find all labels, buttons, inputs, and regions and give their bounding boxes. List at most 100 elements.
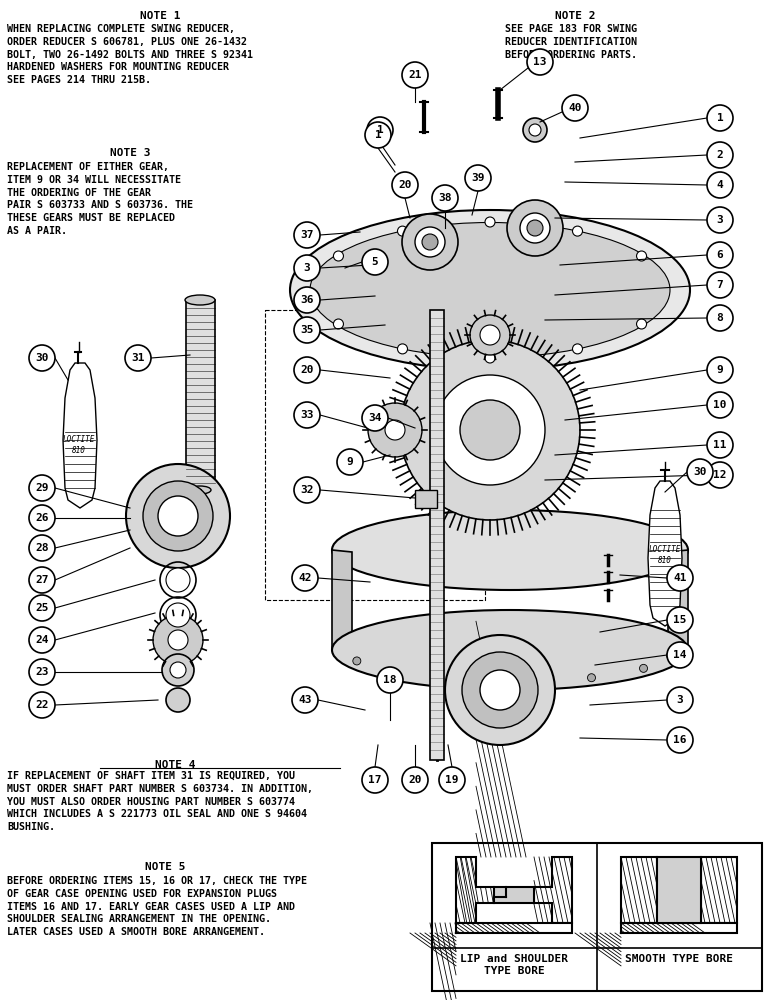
Circle shape xyxy=(166,568,190,592)
Ellipse shape xyxy=(310,223,670,358)
Text: 21: 21 xyxy=(408,70,422,80)
Text: 12: 12 xyxy=(713,470,726,480)
Text: NOTE 1: NOTE 1 xyxy=(140,11,180,21)
Text: 4: 4 xyxy=(716,180,723,190)
Circle shape xyxy=(162,654,194,686)
Text: 23: 23 xyxy=(36,667,49,677)
Circle shape xyxy=(294,255,320,281)
Text: NOTE 4: NOTE 4 xyxy=(154,760,195,770)
Polygon shape xyxy=(332,550,352,655)
Polygon shape xyxy=(668,550,688,655)
Text: 1: 1 xyxy=(374,130,381,140)
Circle shape xyxy=(462,652,538,728)
Circle shape xyxy=(168,630,188,650)
Polygon shape xyxy=(430,310,444,760)
Text: 22: 22 xyxy=(36,700,49,710)
Text: 30: 30 xyxy=(693,467,706,477)
Text: 25: 25 xyxy=(36,603,49,613)
Polygon shape xyxy=(701,857,737,923)
Text: 1: 1 xyxy=(716,113,723,123)
Circle shape xyxy=(29,567,55,593)
Text: 40: 40 xyxy=(568,103,582,113)
Circle shape xyxy=(29,659,55,685)
Circle shape xyxy=(666,652,675,660)
Circle shape xyxy=(707,357,733,383)
Circle shape xyxy=(480,325,500,345)
Circle shape xyxy=(402,767,428,793)
Text: 3: 3 xyxy=(716,215,723,225)
Circle shape xyxy=(126,464,230,568)
Ellipse shape xyxy=(185,295,215,305)
Text: 41: 41 xyxy=(673,573,687,583)
Circle shape xyxy=(707,272,733,298)
Circle shape xyxy=(294,317,320,343)
Circle shape xyxy=(368,403,422,457)
Circle shape xyxy=(402,214,458,270)
Circle shape xyxy=(391,669,399,677)
Circle shape xyxy=(353,657,361,665)
Polygon shape xyxy=(494,887,534,903)
Text: LOCTITE
810: LOCTITE 810 xyxy=(648,545,681,565)
Text: 31: 31 xyxy=(131,353,144,363)
Text: 43: 43 xyxy=(298,695,312,705)
Circle shape xyxy=(707,432,733,458)
Text: 38: 38 xyxy=(438,193,452,203)
Circle shape xyxy=(29,692,55,718)
Circle shape xyxy=(377,667,403,693)
Circle shape xyxy=(294,402,320,428)
Text: NOTE 5: NOTE 5 xyxy=(144,862,185,872)
Circle shape xyxy=(432,185,458,211)
Text: 39: 39 xyxy=(471,173,485,183)
Circle shape xyxy=(707,462,733,488)
Text: 7: 7 xyxy=(716,280,723,290)
Circle shape xyxy=(527,220,543,236)
Circle shape xyxy=(400,340,580,520)
Circle shape xyxy=(507,200,563,256)
Circle shape xyxy=(29,505,55,531)
Text: 37: 37 xyxy=(300,230,313,240)
Circle shape xyxy=(573,226,583,236)
Circle shape xyxy=(29,345,55,371)
Circle shape xyxy=(707,172,733,198)
Ellipse shape xyxy=(332,510,688,590)
Polygon shape xyxy=(534,857,572,923)
Circle shape xyxy=(667,687,693,713)
Circle shape xyxy=(465,165,491,191)
Circle shape xyxy=(667,727,693,753)
Polygon shape xyxy=(657,857,701,923)
Circle shape xyxy=(153,615,203,665)
Text: 20: 20 xyxy=(300,365,313,375)
Circle shape xyxy=(334,251,344,261)
Circle shape xyxy=(292,687,318,713)
Circle shape xyxy=(667,607,693,633)
Text: NOTE 2: NOTE 2 xyxy=(555,11,595,21)
Circle shape xyxy=(529,124,541,136)
Text: 5: 5 xyxy=(371,257,378,267)
Text: 1: 1 xyxy=(377,125,384,135)
Circle shape xyxy=(29,475,55,501)
Text: LIP and SHOULDER
TYPE BORE: LIP and SHOULDER TYPE BORE xyxy=(460,954,568,976)
Circle shape xyxy=(707,207,733,233)
Circle shape xyxy=(573,344,583,354)
Text: BEFORE ORDERING ITEMS 15, 16 OR 17, CHECK THE TYPE
OF GEAR CASE OPENING USED FOR: BEFORE ORDERING ITEMS 15, 16 OR 17, CHEC… xyxy=(7,876,307,937)
Text: 27: 27 xyxy=(36,575,49,585)
Text: 33: 33 xyxy=(300,410,313,420)
Circle shape xyxy=(362,405,388,431)
Text: 8: 8 xyxy=(716,313,723,323)
Polygon shape xyxy=(456,857,494,923)
Text: 32: 32 xyxy=(300,485,313,495)
Text: 17: 17 xyxy=(368,775,381,785)
Text: LOCTITE
810: LOCTITE 810 xyxy=(63,435,95,455)
Circle shape xyxy=(422,234,438,250)
Circle shape xyxy=(29,535,55,561)
Text: 2: 2 xyxy=(716,150,723,160)
Circle shape xyxy=(170,662,186,678)
Text: 15: 15 xyxy=(673,615,687,625)
Bar xyxy=(432,843,762,991)
Circle shape xyxy=(402,62,428,88)
Circle shape xyxy=(450,676,459,684)
Text: 18: 18 xyxy=(383,675,397,685)
Circle shape xyxy=(398,226,408,236)
Circle shape xyxy=(562,95,588,121)
Circle shape xyxy=(637,251,647,261)
